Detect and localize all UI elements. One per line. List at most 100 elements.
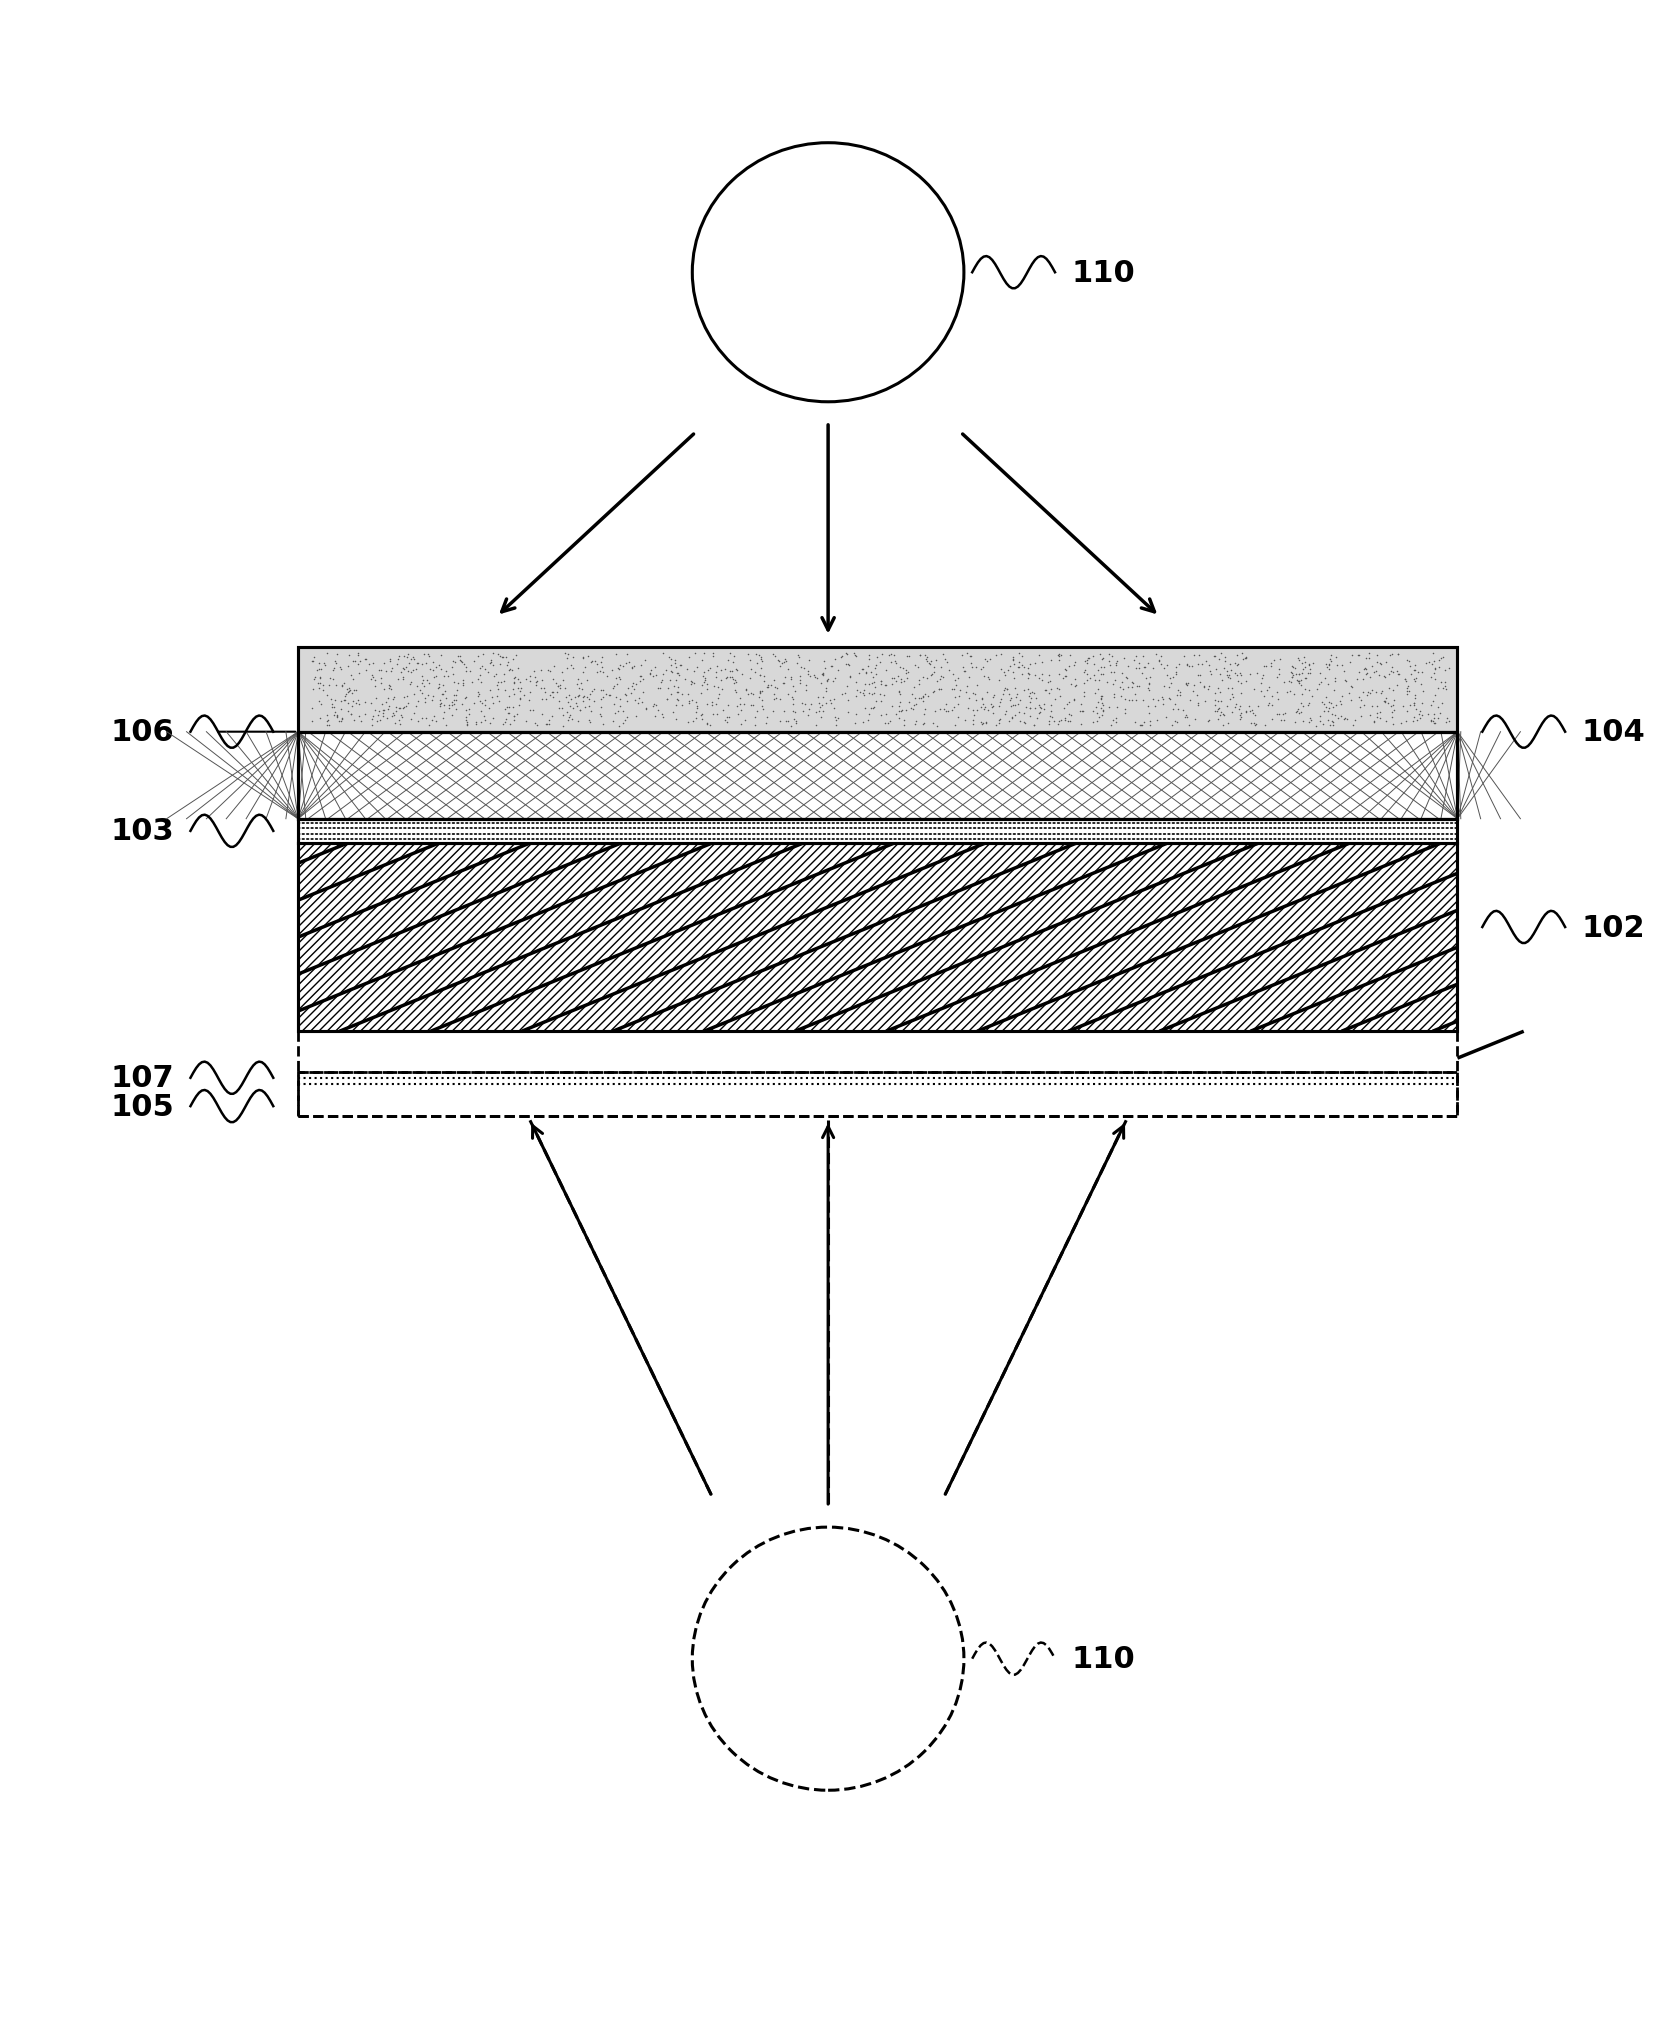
Point — [1426, 645, 1453, 678]
Point — [808, 659, 834, 692]
Point — [1217, 659, 1243, 692]
Point — [432, 710, 459, 742]
Point — [834, 647, 861, 680]
Point — [1180, 670, 1207, 702]
Point — [1187, 659, 1213, 692]
Point — [548, 657, 575, 690]
Point — [1017, 678, 1044, 710]
Ellipse shape — [693, 144, 964, 403]
Point — [663, 690, 690, 722]
Point — [821, 692, 848, 724]
Point — [1006, 651, 1032, 684]
Point — [1112, 694, 1138, 726]
Point — [504, 698, 530, 730]
Point — [949, 639, 976, 672]
Point — [720, 655, 746, 688]
Point — [922, 645, 949, 678]
Point — [1419, 686, 1446, 718]
Point — [751, 666, 778, 698]
Point — [452, 702, 479, 734]
Point — [1045, 708, 1072, 740]
Point — [572, 651, 598, 684]
Point — [1112, 684, 1138, 716]
Point — [656, 666, 683, 698]
Point — [1306, 668, 1333, 700]
Point — [1251, 680, 1278, 712]
Point — [1157, 672, 1183, 704]
Point — [364, 706, 391, 738]
Point — [306, 653, 332, 686]
Point — [696, 651, 723, 684]
Point — [590, 657, 617, 690]
Point — [547, 672, 573, 704]
Point — [648, 666, 675, 698]
Point — [713, 706, 740, 738]
Point — [505, 651, 532, 684]
Point — [1202, 696, 1228, 728]
Point — [457, 655, 484, 688]
Point — [962, 684, 989, 716]
Point — [600, 688, 627, 720]
Point — [894, 655, 921, 688]
Point — [306, 686, 332, 718]
Point — [841, 639, 868, 672]
Point — [723, 666, 750, 698]
Point — [1331, 702, 1358, 734]
Point — [715, 645, 741, 678]
Point — [369, 700, 396, 732]
Point — [907, 639, 934, 672]
Point — [1433, 655, 1459, 688]
Point — [384, 649, 411, 682]
Point — [1288, 670, 1315, 702]
Point — [1074, 647, 1100, 680]
Point — [1027, 696, 1054, 728]
Point — [863, 686, 889, 718]
Point — [1172, 702, 1198, 734]
Point — [824, 653, 851, 686]
Point — [1291, 674, 1318, 706]
Point — [861, 666, 888, 698]
Point — [1368, 678, 1394, 710]
Point — [1054, 655, 1080, 688]
Point — [386, 639, 412, 672]
Point — [1295, 657, 1321, 690]
Point — [716, 662, 743, 694]
Point — [1311, 664, 1338, 696]
Point — [931, 643, 957, 676]
Point — [1428, 666, 1454, 698]
Point — [429, 678, 455, 710]
Point — [1185, 639, 1212, 672]
Point — [760, 696, 786, 728]
Point — [480, 662, 507, 694]
Point — [711, 653, 738, 686]
Point — [725, 698, 751, 730]
Point — [640, 662, 666, 694]
Point — [1315, 696, 1341, 728]
Point — [329, 704, 356, 736]
Point — [1266, 643, 1293, 676]
Point — [1022, 684, 1049, 716]
Point — [926, 674, 952, 706]
Point — [1227, 702, 1253, 734]
Point — [1419, 649, 1446, 682]
Point — [500, 700, 527, 732]
Point — [753, 672, 779, 704]
Point — [1323, 690, 1350, 722]
Point — [773, 645, 799, 678]
Point — [974, 645, 1001, 678]
Point — [858, 692, 884, 724]
Point — [374, 694, 401, 726]
Point — [1090, 651, 1117, 684]
Point — [422, 651, 449, 684]
Point — [432, 655, 459, 688]
Point — [455, 694, 482, 726]
Point — [1293, 662, 1320, 694]
Point — [1251, 649, 1278, 682]
Point — [1296, 649, 1323, 682]
Point — [829, 641, 856, 674]
Point — [1394, 678, 1421, 710]
Point — [1258, 649, 1285, 682]
Point — [1205, 692, 1232, 724]
Point — [1288, 678, 1315, 710]
Point — [972, 708, 999, 740]
